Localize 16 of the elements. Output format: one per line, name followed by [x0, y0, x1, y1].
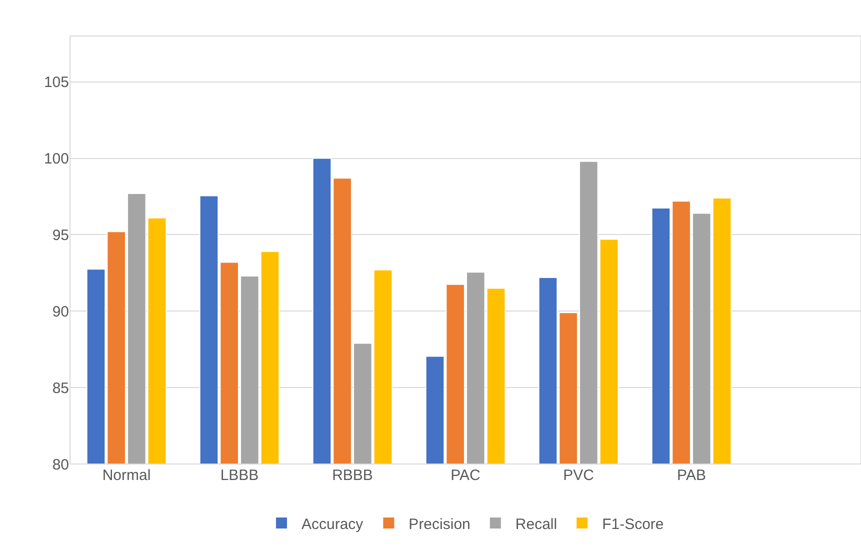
x-tick-label: PAB [677, 467, 706, 484]
y-tick-label: 95 [52, 226, 69, 244]
legend-label: Precision [408, 516, 470, 533]
legend-label: F1-Score [602, 516, 664, 533]
x-tick-label: Normal [102, 467, 151, 484]
y-tick-label: 105 [44, 74, 69, 92]
x-tick-label: PVC [563, 467, 594, 484]
y-tick-label: 90 [52, 303, 69, 320]
legend-label: Accuracy [302, 516, 364, 533]
y-tick-label: 80 [52, 456, 69, 474]
y-tick-label: 85 [52, 380, 69, 397]
legend-label: Recall [515, 516, 558, 533]
y-tick-label: 100 [44, 150, 69, 168]
x-tick-label: LBBB [220, 467, 259, 484]
x-tick-label: RBBB [332, 467, 373, 484]
x-tick-label: PAC [450, 467, 481, 484]
